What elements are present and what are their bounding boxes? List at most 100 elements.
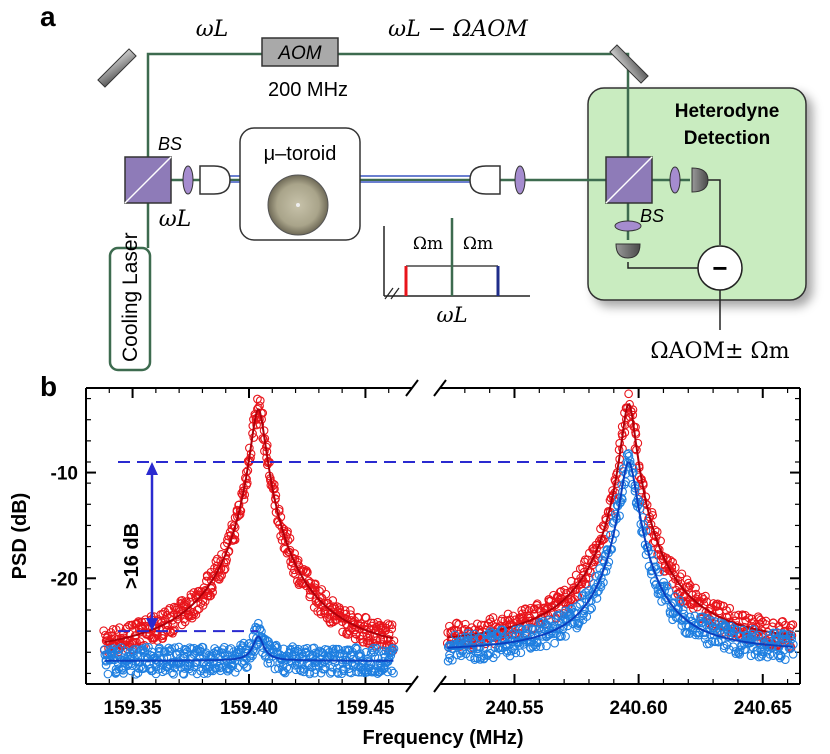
data-point	[372, 644, 382, 653]
data-point	[664, 587, 674, 597]
data-point	[114, 664, 123, 674]
data-point	[242, 663, 251, 672]
reference-lines	[118, 461, 612, 633]
data-point	[681, 615, 690, 624]
data-point	[218, 645, 228, 654]
data-point	[625, 412, 635, 422]
data-point	[520, 605, 530, 614]
data-point	[584, 573, 594, 583]
mirror-left-icon	[97, 48, 137, 88]
data-point	[125, 629, 135, 639]
data-point	[468, 635, 478, 645]
data-point	[198, 601, 208, 610]
data-point	[208, 587, 217, 597]
spectrum-left-label: Ωm	[413, 234, 443, 254]
data-point	[387, 624, 397, 634]
data-point	[243, 662, 252, 672]
data-point	[242, 478, 252, 488]
data-point	[328, 644, 338, 654]
data-point	[767, 643, 777, 653]
data-point	[249, 433, 259, 442]
data-point	[270, 484, 279, 494]
data-point	[333, 669, 343, 678]
output-frequency-label: ΩAOM± Ωm	[650, 339, 789, 364]
coupler-left-icon	[199, 165, 231, 195]
data-point	[373, 654, 383, 663]
data-point	[655, 567, 664, 577]
data-point	[182, 597, 191, 607]
data-point	[387, 620, 397, 630]
mirror-right-icon	[609, 44, 649, 84]
data-point	[719, 601, 728, 611]
data-point	[740, 639, 749, 649]
data-point	[456, 651, 466, 661]
spectrum-right-label: Ωm	[463, 234, 493, 254]
data-point	[660, 566, 670, 576]
data-point	[263, 658, 273, 668]
data-point	[788, 649, 798, 659]
detector-wires	[627, 179, 721, 330]
data-point	[363, 633, 373, 643]
data-point	[224, 645, 234, 654]
data-point	[166, 646, 175, 656]
data-point	[550, 638, 560, 648]
data-point	[313, 649, 322, 658]
data-point	[511, 648, 521, 658]
panel-a: a Heterodyne Detection AOM 20	[40, 1, 807, 372]
range-arrow-up-icon	[146, 462, 158, 475]
data-point	[735, 645, 745, 655]
data-point	[288, 642, 298, 652]
data-point	[445, 653, 454, 663]
data-point	[255, 419, 265, 429]
panel-b: b -10 -20 159.35 159.40 159.45 240.55 240.60 24…	[9, 371, 801, 749]
data-point	[668, 557, 678, 567]
data-point	[604, 557, 614, 567]
data-point	[291, 665, 301, 675]
data-point	[217, 571, 226, 580]
data-point	[134, 664, 144, 673]
data-point	[232, 505, 242, 515]
data-point	[582, 612, 592, 621]
data-point	[168, 620, 178, 629]
dynamic-range-annotation: >16 dB	[121, 523, 143, 589]
data-point	[158, 634, 168, 643]
data-point	[99, 626, 109, 636]
data-point	[618, 466, 628, 476]
data-point	[168, 668, 177, 678]
data-point	[230, 667, 240, 677]
data-point	[763, 652, 772, 662]
omega-l-left: ωL	[159, 207, 192, 232]
beam-splitter-left-icon	[124, 156, 172, 204]
data-point	[387, 646, 397, 656]
data-point	[579, 590, 588, 599]
data-point	[536, 618, 546, 628]
lens-detector-b-icon	[614, 220, 642, 232]
data-point	[668, 579, 678, 588]
data-point	[691, 583, 700, 593]
spectrum-axis-label: ωL	[436, 303, 467, 327]
data-point	[369, 643, 378, 653]
axis-ticks: -10 -20 159.35 159.40 159.45 240.55 240.60 240.…	[51, 388, 800, 719]
data-point	[675, 595, 684, 605]
data-point	[246, 653, 255, 663]
data-point	[367, 618, 376, 628]
data-point	[240, 490, 250, 500]
data-point	[174, 642, 184, 652]
data-point	[788, 640, 798, 649]
data-point	[710, 617, 720, 626]
x-tick-label: 159.45	[336, 698, 395, 719]
data-point	[328, 596, 338, 605]
data-point	[198, 642, 208, 652]
data-point	[678, 613, 688, 622]
data-point	[635, 497, 645, 507]
data-point	[113, 645, 123, 655]
data-point	[787, 634, 797, 644]
data-point	[724, 611, 734, 621]
data-point	[735, 650, 745, 659]
x-tick-label: 159.40	[220, 698, 278, 719]
data-point	[170, 625, 179, 635]
data-point	[498, 625, 508, 635]
data-point	[355, 649, 365, 658]
omega-l-minus-aom: ωL − ΩAOM	[388, 17, 528, 42]
cooling-laser-label: Cooling Laser	[119, 232, 142, 362]
